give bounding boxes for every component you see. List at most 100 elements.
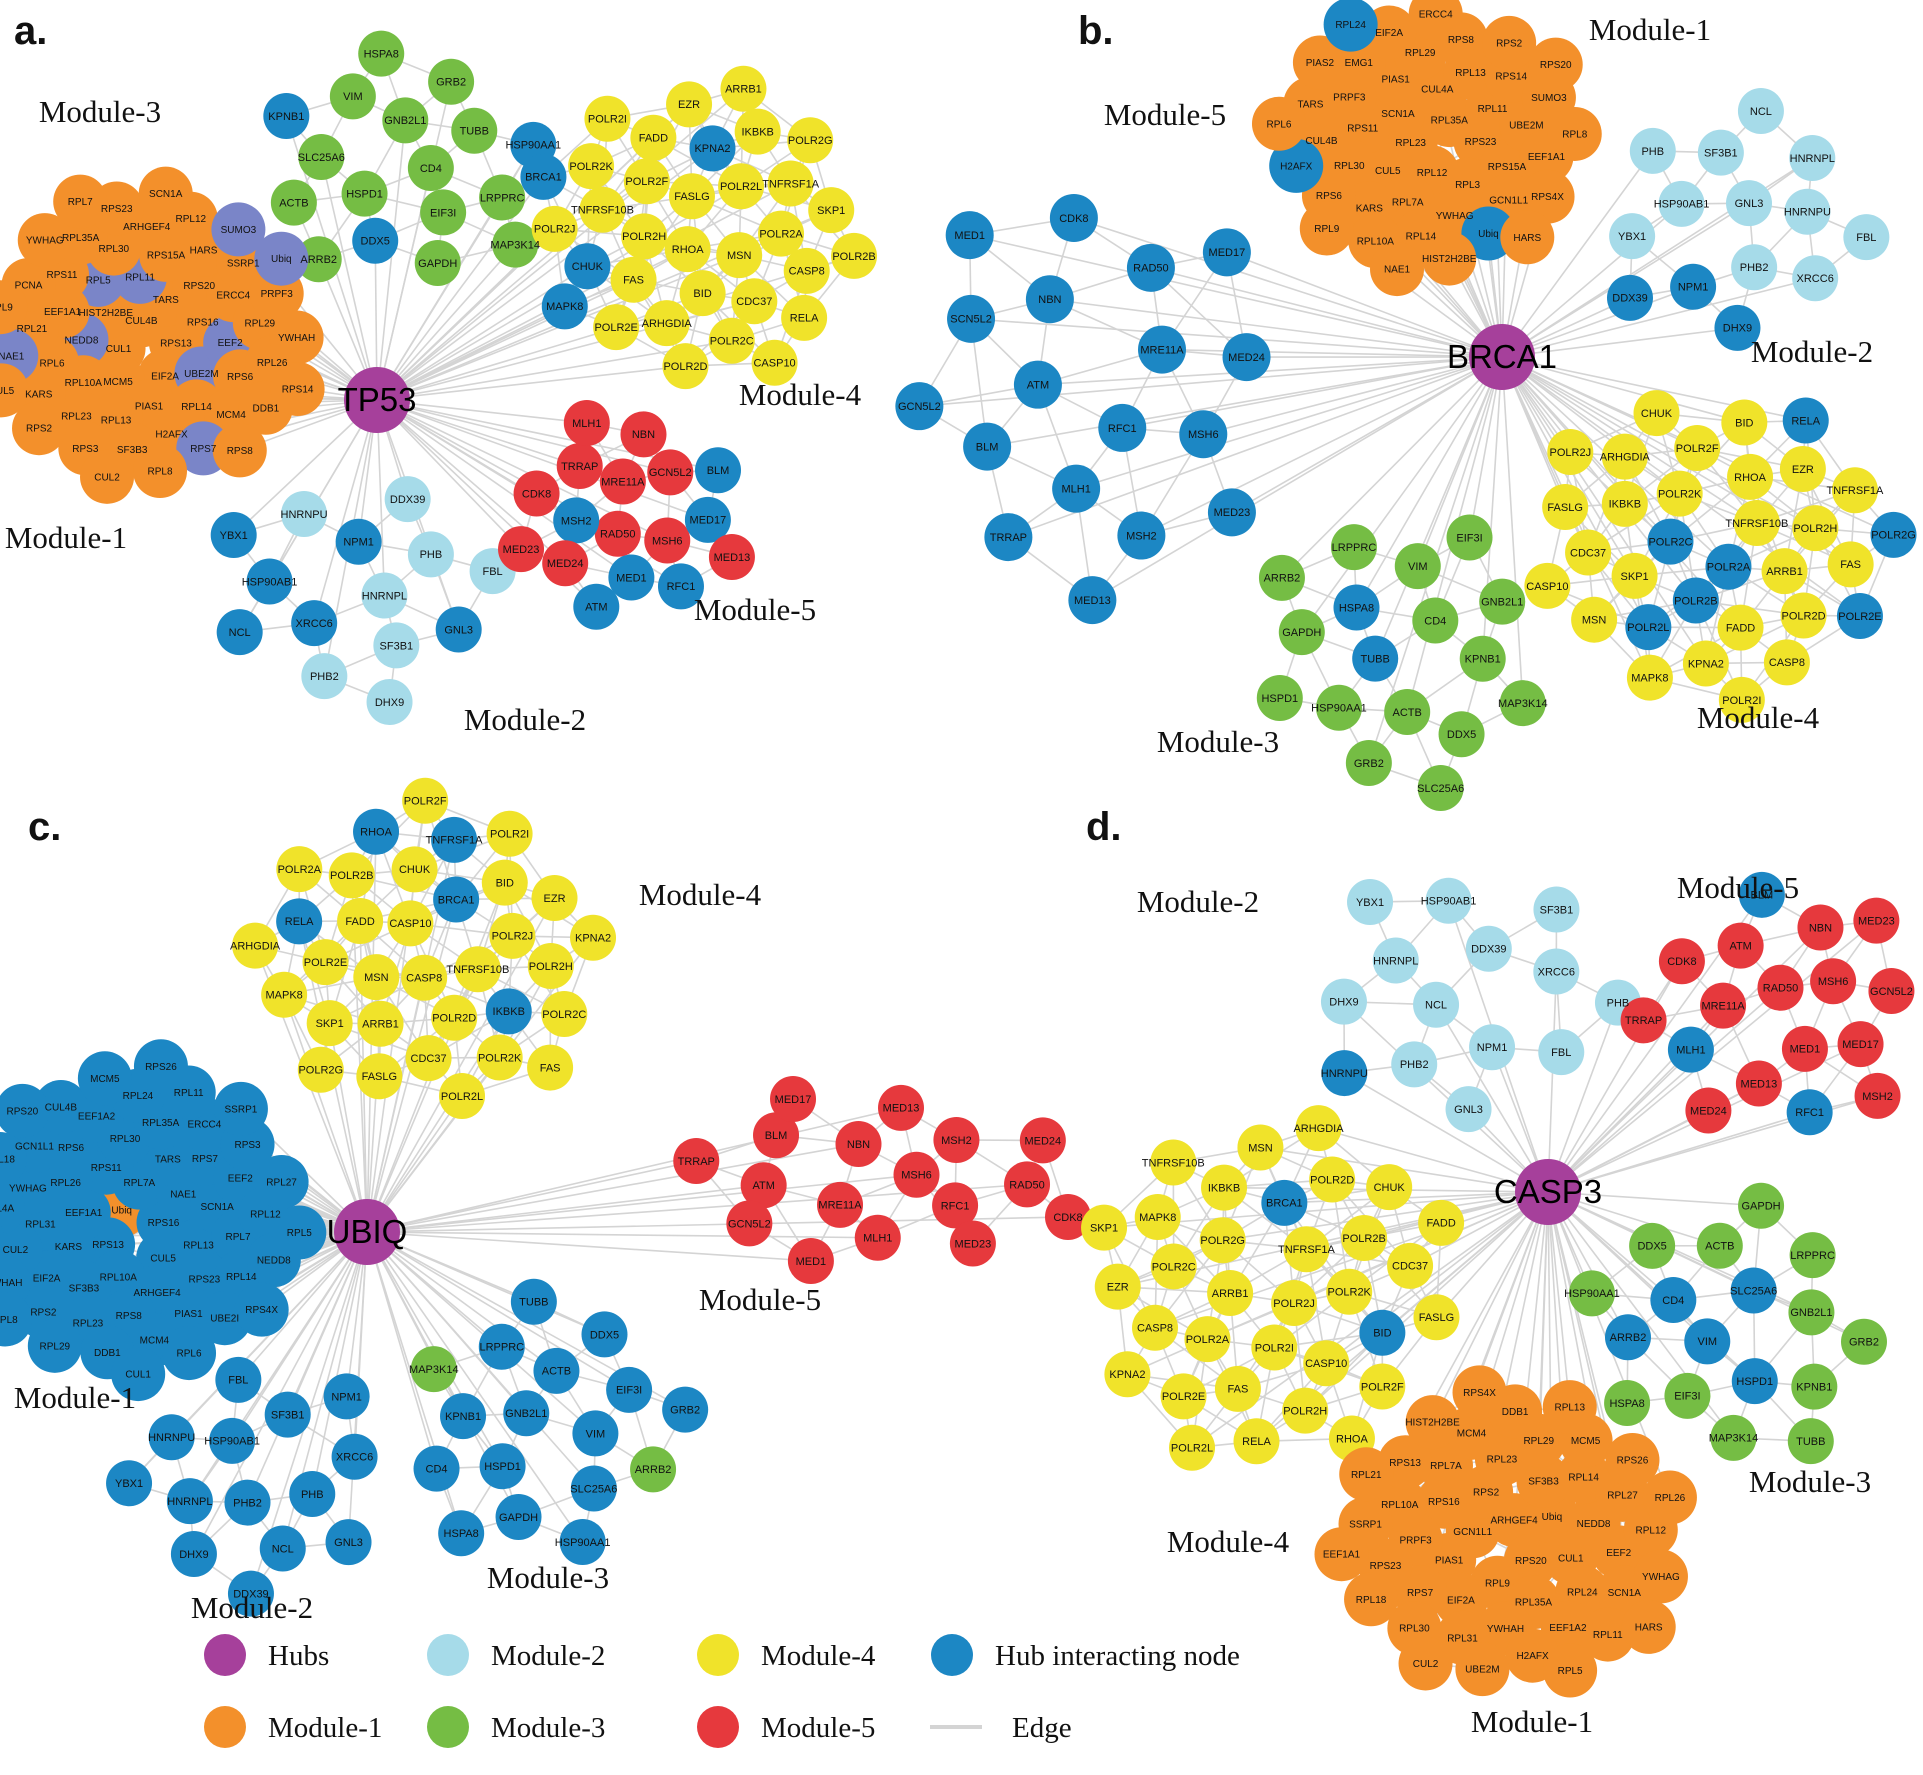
node-label-ARRB2: ARRB2 [635,1464,672,1476]
node-label-MED24: MED24 [1690,1105,1727,1117]
node-KPNA2 [570,914,617,961]
node-FAS [527,1044,574,1091]
node-MSN [716,232,763,279]
node-label-PIAS1: PIAS1 [1381,75,1410,86]
node-label-YWHAH: YWHAH [1487,1624,1524,1635]
node-CDK8 [1045,1193,1092,1240]
node-label-SUMO3: SUMO3 [1531,93,1567,104]
hub-edge [286,1231,368,1415]
hub-edge [376,399,580,467]
node-HSP90AA1 [1315,684,1362,731]
hub-edge [376,399,522,550]
node-NCL [1737,88,1784,135]
hub-edge [320,156,378,401]
node-MSH2 [553,497,600,544]
node-PHB [1629,127,1676,174]
hub-edge [376,399,709,521]
node-NCL [1413,981,1460,1028]
node-label-LRPPRC: LRPPRC [479,1342,524,1354]
node-POLR2G [787,117,834,164]
node-label-POLR2F: POLR2F [625,176,668,188]
node-label-VIM: VIM [343,91,363,103]
node-label-NCL: NCL [1750,106,1772,118]
node-CASP10 [387,900,434,947]
node-label-CUL2: CUL2 [1413,1659,1439,1670]
legend-label-7: Edge [1012,1712,1072,1744]
node-MAP3K14 [492,221,539,268]
node-RPL8 [1547,106,1602,161]
node-label-CHUK: CHUK [399,864,431,876]
node-label-DDB1: DDB1 [94,1348,121,1359]
node-ARRB2 [1258,554,1305,601]
node-label-DHX9: DHX9 [375,697,404,709]
hub-edge [366,1231,584,1543]
node-label-DDX39: DDX39 [233,1589,268,1601]
node-DHX9 [1714,304,1761,351]
node-label-SSRP1: SSRP1 [225,1104,258,1115]
node-label-CUL4B: CUL4B [125,316,158,327]
node-label-GRB2: GRB2 [670,1405,700,1417]
node-label-MSN: MSN [1248,1142,1273,1154]
node-label-POLR2H: POLR2H [529,961,573,973]
node-label-RPL12: RPL12 [175,214,206,225]
hub-edge [1501,277,1816,358]
node-label-MSH2: MSH2 [1126,530,1157,542]
node-RPS2 [1482,15,1537,70]
node-label-RHOA: RHOA [672,244,704,256]
hub-label-TP53: TP53 [338,381,417,418]
node-RHOA [664,226,711,273]
node-label-CUL5: CUL5 [1375,166,1401,177]
node-label-HSP90AB1: HSP90AB1 [204,1436,260,1448]
node-label-YWHAH: YWHAH [0,1278,22,1289]
node-label-POLR2A: POLR2A [1707,562,1751,574]
hub-edge [1355,356,1503,608]
node-label-NPM1: NPM1 [343,537,374,549]
hub-edge [1073,217,1503,358]
node-label-RPL7A: RPL7A [124,1178,156,1189]
node-NPM1 [1469,1024,1516,1071]
node-DDX5 [581,1311,628,1358]
hub-edge [1501,150,1654,358]
node-label-YBX1: YBX1 [1618,231,1646,243]
node-label-SLC25A6: SLC25A6 [1730,1285,1777,1297]
node-label-HSPA8: HSPA8 [1339,602,1374,614]
hub-edge [1435,1004,1549,1193]
node-label-RPL9: RPL9 [1485,1578,1510,1589]
node-label-SLC25A6: SLC25A6 [570,1483,617,1495]
hub-edge [1091,356,1503,601]
node-label-POLR2A: POLR2A [759,229,803,241]
node-label-POLR2B: POLR2B [1674,595,1717,607]
node-HSP90AB1 [1425,877,1472,924]
node-label-TARS: TARS [155,1154,181,1165]
panel-d-nodes [1081,871,1915,1698]
node-DDX39 [227,1570,274,1617]
hub-edge [376,279,634,401]
node-label-CD4: CD4 [1662,1295,1684,1307]
node-label-RPS2: RPS2 [1473,1488,1500,1499]
node-CASP10 [1303,1340,1350,1387]
node-label-GAPDH: GAPDH [1742,1201,1781,1213]
node-label-DDX39: DDX39 [390,494,425,506]
node-label-FADD: FADD [1726,622,1755,634]
hub-edge [1037,356,1503,386]
node-label-CASP8: CASP8 [406,973,442,985]
node-label-MAP3K14: MAP3K14 [1709,1433,1759,1445]
node-label-RPS13: RPS13 [92,1240,124,1251]
node-label-RPL7: RPL7 [226,1232,251,1243]
node-label-TUBB: TUBB [519,1297,548,1309]
node-POLR2E [1836,593,1883,640]
hub-edge [1547,1002,1619,1193]
node-POLR2H [1282,1387,1329,1434]
node-label-POLR2E: POLR2E [1162,1391,1205,1403]
node-label-SCN5L2: SCN5L2 [950,314,992,326]
node-CASP8 [1132,1304,1179,1351]
node-CDC37 [731,278,778,325]
node-BRCA1 [1261,1179,1308,1226]
node-RPL29 [27,1318,82,1373]
node-label-CHUK: CHUK [1374,1182,1406,1194]
node-TNFRSF10B [454,946,501,993]
node-RELA [781,294,828,341]
node-label-POLR2C: POLR2C [542,1009,586,1021]
node-label-RPS4X: RPS4X [1531,192,1564,203]
